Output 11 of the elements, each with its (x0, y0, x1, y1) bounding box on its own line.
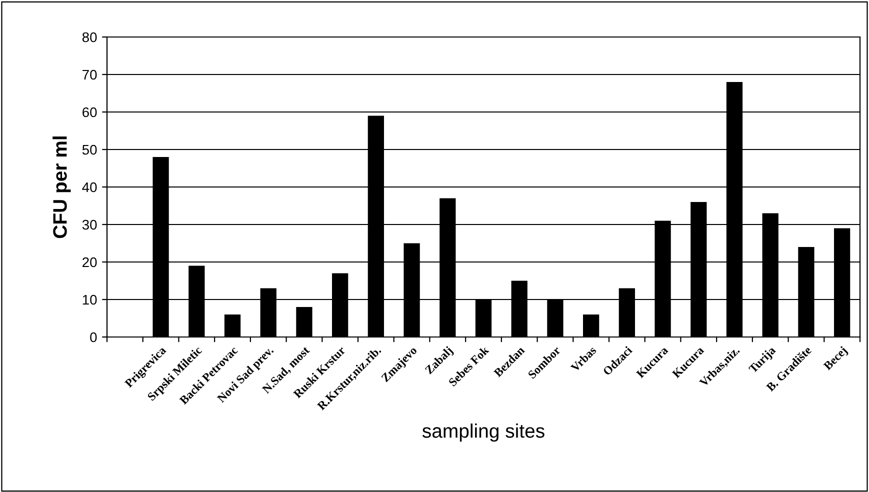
y-tick-label: 30 (82, 220, 97, 230)
y-tick-label: 10 (82, 294, 97, 305)
y-tick-label: 60 (82, 107, 97, 118)
x-axis-title: sampling sites (422, 424, 544, 442)
y-tick-label: 70 (82, 70, 97, 80)
y-tick-label: 0 (90, 332, 97, 342)
y-axis-title: CFU per ml (52, 136, 71, 238)
y-tick-label: 50 (82, 144, 97, 155)
y-tick-label: 80 (82, 32, 97, 42)
y-tick-label: 20 (82, 257, 97, 268)
y-tick-label: 40 (82, 182, 97, 192)
